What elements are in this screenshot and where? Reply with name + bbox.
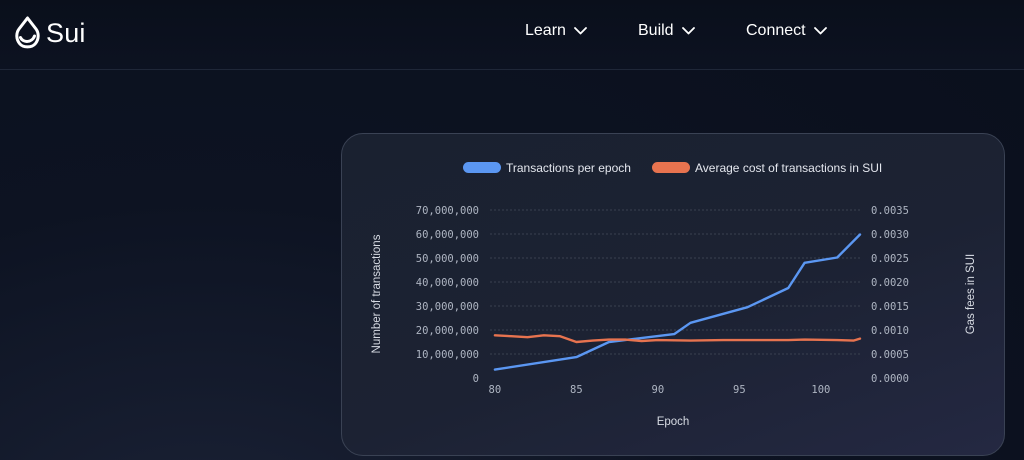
y-tick-label: 40,000,000 [416,277,479,289]
legend-swatch-transactions [463,162,501,173]
y-tick-label: 0 [473,373,479,385]
x-tick-label: 90 [652,384,665,396]
chart-series [493,233,862,371]
chevron-down-icon [681,27,695,35]
nav-connect-label: Connect [746,22,806,39]
y2-tick-label: 0.0010 [871,325,909,337]
chart-gridlines [490,209,860,355]
y2-tick-label: 0.0005 [871,349,909,361]
y2-tick-label: 0.0015 [871,301,909,313]
y-tick-label: 10,000,000 [416,349,479,361]
y2-axis-title: Gas fees in SUI [965,254,977,335]
legend-swatch-average-cost [652,162,690,173]
legend-label-transactions: Transactions per epoch [506,161,631,175]
chart-legend: Transactions per epoch Average cost of t… [463,161,882,175]
left-axis-ticks: 0 10,000,000 20,000,000 30,000,000 40,000,00… [416,205,479,385]
y2-tick-label: 0.0020 [871,277,909,289]
y-tick-label: 30,000,000 [416,301,479,313]
transactions-chart: Transactions per epoch Average cost of t… [371,161,977,428]
sui-logo[interactable]: Sui [14,16,86,50]
nav-build-label: Build [638,22,674,39]
series-line-average-cost [493,334,862,344]
chevron-down-icon [813,27,827,35]
chevron-down-icon [574,27,587,35]
nav-connect-menu[interactable]: Connect [746,22,827,40]
nav-learn-menu[interactable]: Learn [525,22,587,40]
y2-tick-label: 0.0000 [871,373,909,385]
x-axis-title: Epoch [657,416,690,428]
x-tick-label: 100 [811,384,830,396]
y-axis-title: Number of transactions [371,234,383,353]
y-tick-label: 60,000,000 [416,229,479,241]
y-tick-label: 50,000,000 [416,253,479,265]
brand-name: Sui [46,17,86,48]
series-line-transactions [493,233,862,371]
nav-learn-label: Learn [525,22,566,39]
x-tick-label: 95 [733,384,746,396]
top-navigation-bar: Sui Learn Build Connect [0,0,1024,70]
legend-label-average-cost: Average cost of transactions in SUI [695,161,882,175]
y2-tick-label: 0.0030 [871,229,909,241]
y-tick-label: 20,000,000 [416,325,479,337]
y2-tick-label: 0.0025 [871,253,909,265]
y-tick-label: 70,000,000 [416,205,479,217]
x-tick-label: 80 [489,384,502,396]
sui-droplet-icon [15,16,40,49]
x-tick-label: 85 [570,384,583,396]
right-axis-ticks: 0.0000 0.0005 0.0010 0.0015 0.0020 0.0025 0.00… [871,205,909,385]
nav-build-menu[interactable]: Build [638,22,695,40]
y2-tick-label: 0.0035 [871,205,909,217]
x-axis-ticks: 80 85 90 95 100 [489,384,831,396]
transactions-chart-card: Transactions per epoch Average cost of t… [341,133,1005,456]
